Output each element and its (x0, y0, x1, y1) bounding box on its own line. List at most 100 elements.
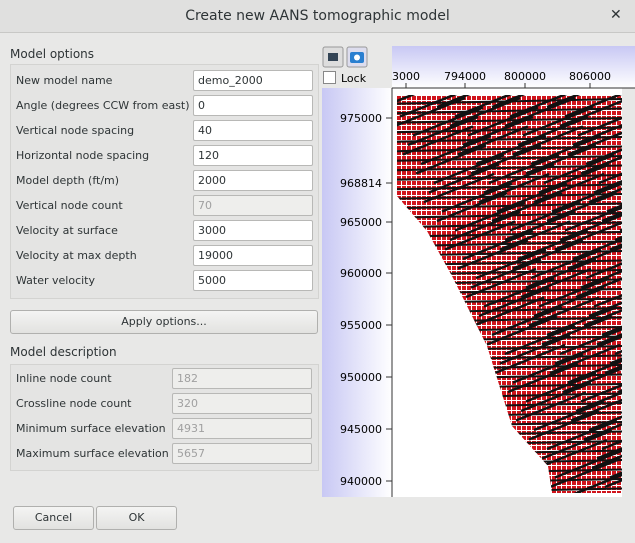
survey-line (517, 229, 589, 261)
text-input: 4931 (172, 418, 312, 439)
survey-line (397, 202, 622, 210)
x-axis-label: 3000 (392, 70, 420, 83)
survey-line (601, 191, 622, 223)
ok-button[interactable]: OK (96, 506, 177, 530)
survey-line (504, 324, 576, 356)
text-input[interactable]: 120 (193, 145, 313, 166)
survey-line (604, 457, 622, 489)
field-label: Vertical node count (16, 199, 123, 212)
field-label: Angle (degrees CCW from east) (16, 99, 190, 112)
survey-line (554, 220, 622, 251)
map-preview: Lock 3000 794000 800000 806000 975000 968814 9… (322, 46, 635, 497)
field-label: Inline node count (16, 372, 112, 385)
survey-line (512, 125, 584, 156)
survey-line (583, 410, 622, 441)
survey-line (546, 191, 618, 223)
survey-line (499, 334, 571, 365)
survey-line (626, 393, 635, 421)
survey-line (546, 95, 618, 109)
survey-line (601, 419, 622, 451)
survey-line (580, 258, 622, 289)
survey-line (604, 343, 622, 375)
x-axis-label: 794000 (444, 70, 486, 83)
survey-line (623, 241, 635, 269)
survey-line (593, 277, 622, 308)
survey-line (567, 353, 622, 384)
y-axis-label: 940000 (340, 475, 382, 488)
close-button[interactable]: ✕ (610, 7, 622, 23)
survey-line (515, 391, 587, 422)
survey-line (546, 305, 618, 337)
survey-line (577, 106, 622, 137)
field-label: Velocity at surface (16, 224, 118, 237)
survey-line (567, 239, 622, 270)
survey-line (588, 286, 622, 318)
y-axis-label: 945000 (340, 423, 382, 436)
y-axis-label: 965000 (340, 216, 382, 229)
survey-line (619, 201, 622, 232)
survey-line (554, 334, 622, 365)
cancel-button[interactable]: Cancel (13, 506, 94, 530)
text-input[interactable]: 3000 (193, 220, 313, 241)
text-input: 320 (172, 393, 312, 414)
survey-line (397, 155, 622, 162)
survey-line (536, 438, 608, 470)
survey-line (504, 96, 576, 128)
text-input[interactable]: 0 (193, 95, 313, 116)
section-title: Model options (10, 47, 95, 61)
lock-checkbox[interactable] (323, 71, 336, 84)
survey-line (567, 467, 622, 493)
survey-line (530, 134, 602, 166)
survey-line (520, 267, 592, 299)
survey-line (504, 210, 576, 242)
survey-line (397, 212, 622, 219)
survey-line (399, 95, 471, 118)
survey-line (623, 355, 635, 383)
x-axis-label: 800000 (504, 70, 546, 83)
text-input[interactable]: 5000 (193, 270, 313, 291)
icon (328, 53, 338, 61)
x-axis-strip (392, 46, 635, 88)
field-label: Velocity at max depth (16, 249, 137, 262)
y-axis-strip (322, 88, 392, 497)
survey-line (609, 334, 622, 365)
survey-line (598, 153, 622, 185)
survey-line (546, 419, 618, 451)
survey-line (520, 381, 592, 413)
field-label: Water velocity (16, 274, 96, 287)
survey-line (397, 145, 622, 153)
survey-line (570, 391, 622, 422)
survey-line (559, 96, 622, 128)
survey-line (588, 400, 622, 432)
survey-line (609, 220, 622, 251)
survey-line (541, 429, 613, 460)
survey-line (533, 400, 605, 432)
survey-line (593, 163, 622, 194)
survey-line (609, 448, 622, 479)
title-bar (0, 0, 635, 33)
survey-line (499, 220, 571, 251)
survey-line (528, 410, 600, 441)
survey-line (551, 182, 622, 213)
survey-line (572, 115, 622, 147)
field-label: Horizontal node spacing (16, 149, 150, 162)
dialog-title: Create new AANS tomographic model (185, 8, 450, 24)
survey-line (559, 210, 622, 242)
text-input[interactable]: 40 (193, 120, 313, 141)
y-axis-label: 960000 (340, 267, 382, 280)
survey-line (530, 248, 602, 280)
y-axis-label: 955000 (340, 319, 382, 332)
survey-line (528, 296, 600, 327)
text-input[interactable]: 19000 (193, 245, 313, 266)
text-input[interactable]: 2000 (193, 170, 313, 191)
survey-line (564, 201, 622, 232)
survey-line (591, 438, 622, 470)
field-label: Crossline node count (16, 397, 132, 410)
text-input[interactable]: demo_2000 (193, 70, 313, 91)
survey-line (509, 95, 581, 118)
apply-button[interactable]: Apply options... (10, 310, 318, 334)
survey-line (533, 286, 605, 318)
survey-line (628, 231, 635, 259)
survey-line (512, 239, 584, 270)
